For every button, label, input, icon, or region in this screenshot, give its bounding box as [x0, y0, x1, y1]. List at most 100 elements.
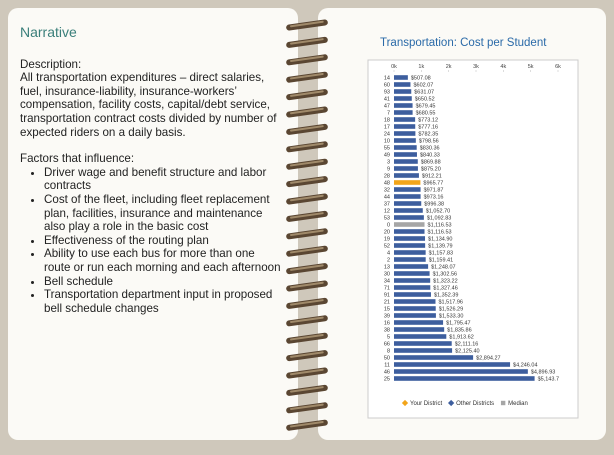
narrative: Narrative Description: All transportatio… [20, 26, 282, 315]
bar [394, 376, 535, 381]
category-label: 19 [384, 237, 390, 243]
bar [394, 138, 416, 143]
bar [394, 96, 412, 101]
factor: Transportation department input in propo… [44, 288, 282, 315]
bar [394, 292, 431, 297]
category-label: 17 [384, 125, 390, 131]
factor: Effectiveness of the routing plan [44, 234, 282, 248]
value-label: $1,134.90 [428, 237, 452, 243]
bar [394, 271, 430, 276]
value-label: $1,526.29 [439, 307, 463, 313]
value-label: $1,139.79 [428, 244, 452, 250]
value-label: $2,111.16 [455, 342, 479, 348]
value-label: $1,157.83 [429, 251, 453, 257]
value-label: $1,116.53 [428, 230, 452, 236]
bar [394, 201, 421, 206]
bar [394, 180, 420, 185]
category-label: 52 [384, 244, 390, 250]
category-label: 30 [384, 272, 390, 278]
category-label: 25 [384, 377, 390, 383]
bar [394, 306, 436, 311]
value-label: $1,302.56 [433, 272, 457, 278]
value-label: $912.21 [422, 174, 442, 180]
value-label: $1,352.39 [434, 293, 458, 299]
bar [394, 110, 413, 115]
legend-marker [501, 401, 505, 405]
category-label: 44 [384, 195, 390, 201]
bar [394, 222, 425, 227]
category-label: 93 [384, 90, 390, 96]
category-label: 46 [384, 370, 390, 376]
legend-label: Median [508, 401, 528, 407]
bar [394, 208, 423, 213]
category-label: 13 [384, 265, 390, 271]
bar [394, 264, 428, 269]
category-label: 8 [387, 349, 390, 355]
value-label: $631.07 [414, 90, 434, 96]
bar [394, 152, 417, 157]
value-label: $996.38 [424, 202, 444, 208]
value-label: $875.20 [421, 167, 441, 173]
category-label: 53 [384, 216, 390, 222]
category-label: 71 [384, 286, 390, 292]
bar [394, 257, 426, 262]
bar [394, 320, 443, 325]
value-label: $507.08 [411, 76, 431, 82]
category-label: 66 [384, 342, 390, 348]
bar [394, 250, 426, 255]
x-tick-label: 5k [528, 64, 534, 70]
bar [394, 145, 417, 150]
bar [394, 348, 452, 353]
value-label: $679.45 [416, 104, 436, 110]
value-label: $965.77 [423, 181, 443, 187]
bar [394, 89, 411, 94]
value-label: $1,327.46 [433, 286, 457, 292]
value-label: $1,533.30 [439, 314, 463, 320]
bar [394, 103, 413, 108]
value-label: $798.56 [419, 139, 439, 145]
value-label: $650.52 [415, 97, 435, 103]
value-label: $869.88 [421, 160, 441, 166]
description: All transportation expenditures – direct… [20, 71, 282, 139]
category-label: 32 [384, 188, 390, 194]
category-label: 24 [384, 132, 390, 138]
category-label: 34 [384, 279, 390, 285]
value-label: $4,246.04 [513, 363, 537, 369]
category-label: 16 [384, 321, 390, 327]
factor: Bell schedule [44, 275, 282, 289]
factor: Cost of the fleet, including fleet repla… [44, 193, 282, 234]
factor-list: Driver wage and benefit structure and la… [20, 166, 282, 316]
category-label: 10 [384, 139, 390, 145]
category-label: 20 [384, 230, 390, 236]
bar [394, 159, 418, 164]
bar [394, 285, 430, 290]
category-label: 60 [384, 83, 390, 89]
bar [394, 117, 415, 122]
factor: Ability to use each bus for more than on… [44, 247, 282, 274]
bar [394, 243, 425, 248]
chart-title: Transportation: Cost per Student [380, 37, 547, 49]
bar [394, 166, 418, 171]
category-label: 49 [384, 153, 390, 159]
category-label: 15 [384, 307, 390, 313]
category-label: 55 [384, 146, 390, 152]
bar [394, 299, 435, 304]
x-tick-label: 6k [555, 64, 561, 70]
category-label: 91 [384, 293, 390, 299]
value-label: $2,894.27 [476, 356, 500, 362]
bar [394, 173, 419, 178]
value-label: $777.16 [418, 125, 438, 131]
value-label: $840.33 [420, 153, 440, 159]
value-label: $782.35 [418, 132, 438, 138]
value-label: $1,248.07 [431, 265, 455, 271]
label: Factors that influence: [20, 152, 282, 166]
bar [394, 82, 410, 87]
bar [394, 369, 528, 374]
category-label: 12 [384, 209, 390, 215]
x-tick-label: 1k [418, 64, 424, 70]
bar [394, 124, 415, 129]
bar [394, 327, 444, 332]
value-label: $1,052.70 [426, 209, 450, 215]
value-label: $4,896.93 [531, 370, 555, 376]
value-label: $1,795.47 [446, 321, 470, 327]
